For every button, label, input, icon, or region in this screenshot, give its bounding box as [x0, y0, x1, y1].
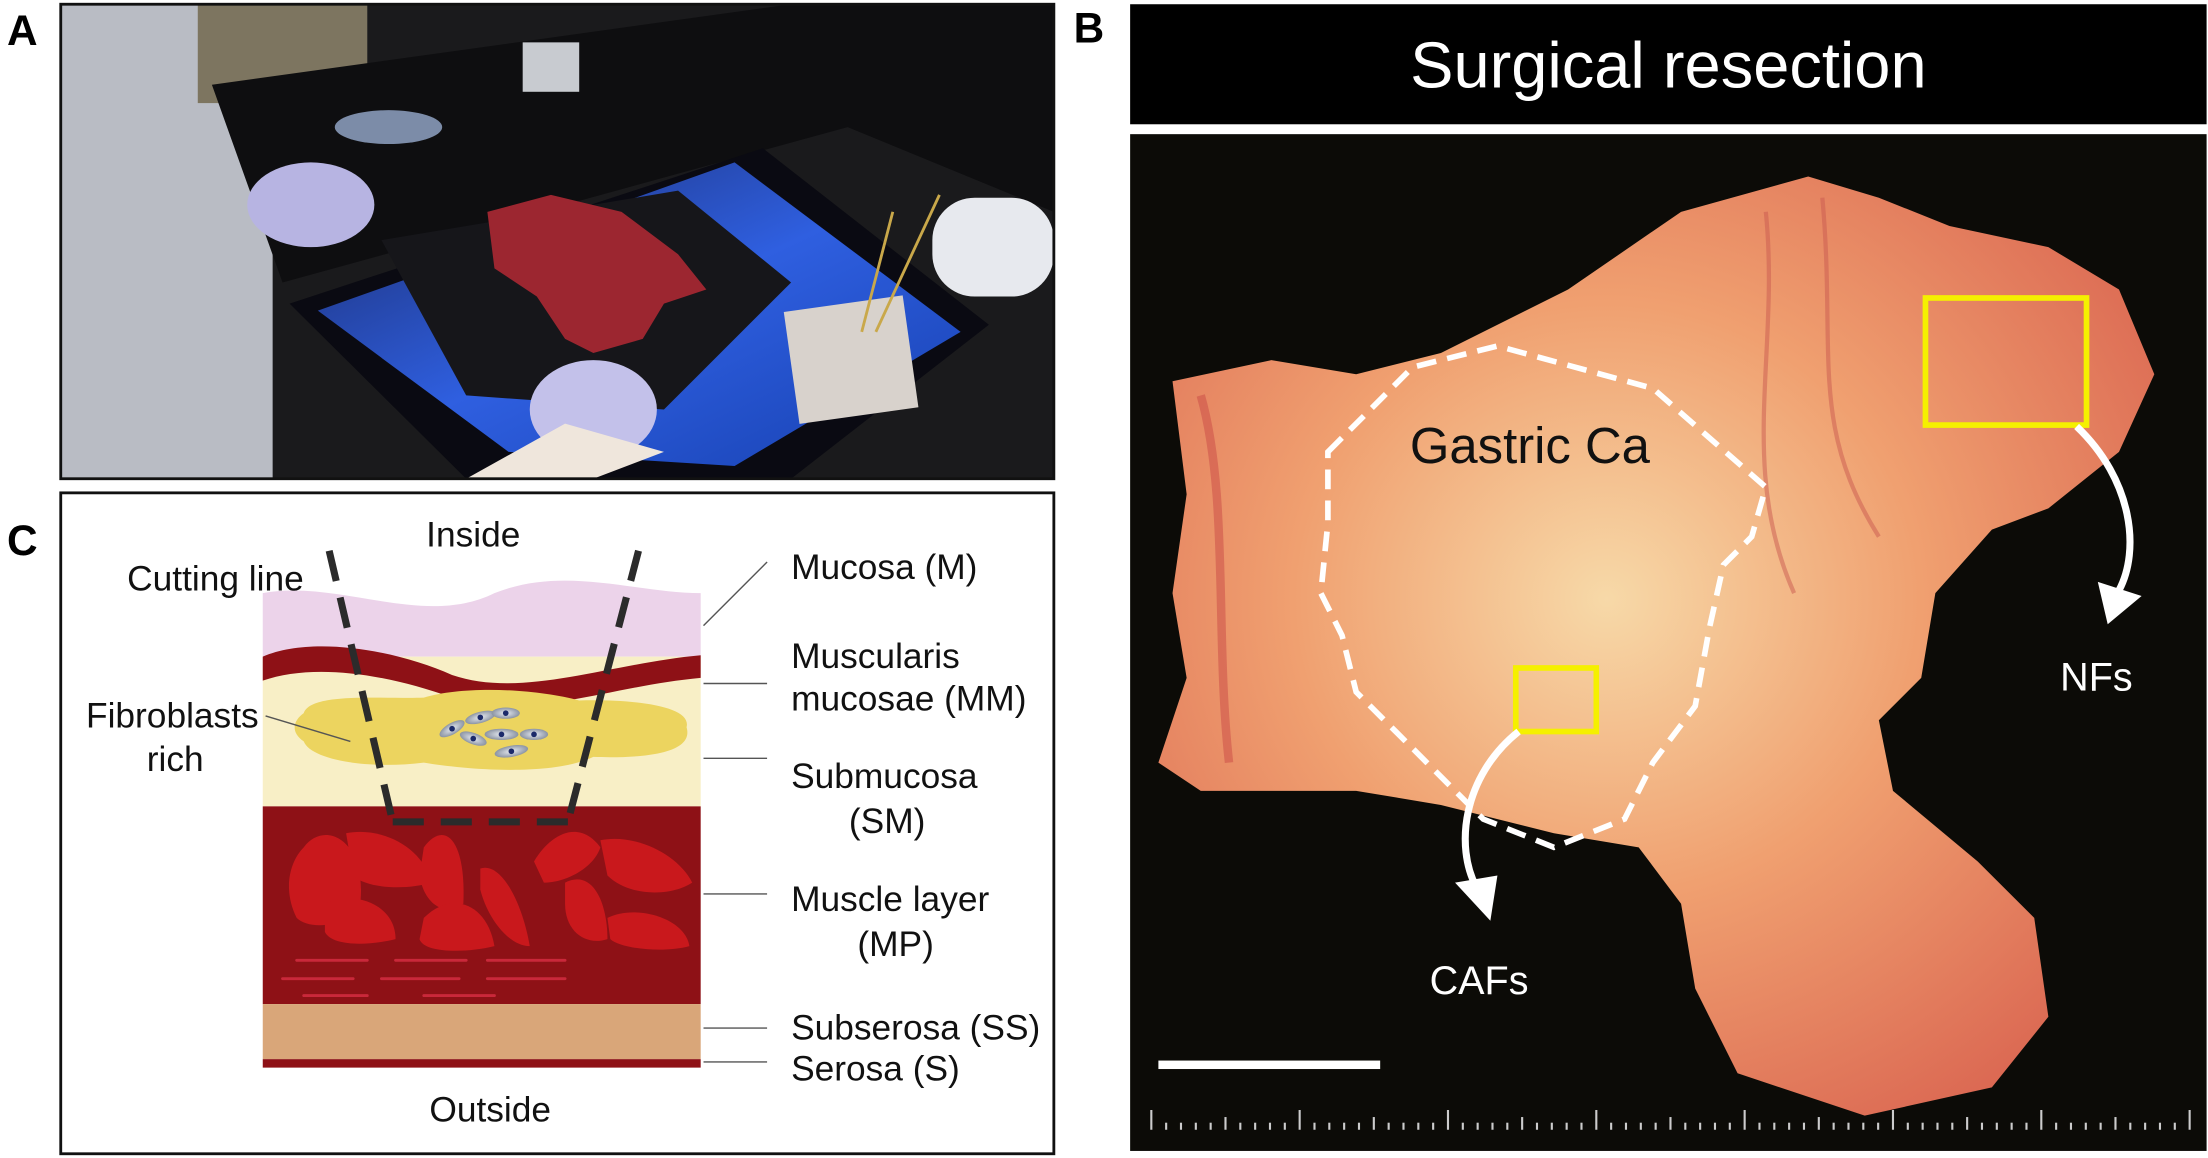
photo-lab-dissection — [59, 2, 1056, 481]
leader-lines — [265, 561, 768, 1063]
label-muscle-layer: Muscle layer — [791, 880, 989, 919]
layer-muscularis-mucosae — [262, 646, 701, 707]
layer-subserosa — [262, 1004, 701, 1060]
caf-label: CAFs — [1430, 959, 1529, 1003]
outside-label: Outside — [429, 1090, 551, 1129]
layer-serosa — [262, 1059, 701, 1068]
ruler — [1150, 1109, 2191, 1130]
panel-label-c: C — [7, 517, 38, 564]
label-mucosa: Mucosa (M) — [791, 548, 977, 587]
panel-label-b: B — [1074, 4, 1105, 51]
resected-tissue — [1158, 176, 2155, 1116]
panel-b: Surgical resection Gastric Ca NFs CAFs — [1130, 4, 2207, 1151]
caf-arrow-icon — [1461, 728, 1521, 889]
inside-label: Inside — [426, 516, 520, 555]
muscle-bundles — [288, 831, 693, 951]
tumor-label: Gastric Ca — [1410, 417, 1651, 474]
label-submucosa: Submucosa — [791, 757, 978, 796]
label-submucosa-2: (SM) — [849, 802, 925, 841]
label-muscularis-mucosae-2: mucosae (MM) — [791, 679, 1026, 718]
panel-c-diagram: Inside Outside Cutting line Fibroblasts … — [59, 491, 1056, 1156]
label-muscle-layer-2: (MP) — [857, 925, 933, 964]
cutting-line-label: Cutting line — [127, 559, 304, 598]
scale-bar — [1158, 1060, 1381, 1070]
muscle-fibers — [281, 958, 567, 998]
panel-b-title: Surgical resection — [1410, 29, 1926, 102]
nf-arrow-icon — [2074, 423, 2134, 592]
tumor-outline — [1317, 343, 1770, 851]
label-muscularis-mucosae: Muscularis — [791, 637, 960, 676]
label-subserosa: Subserosa (SS) — [791, 1008, 1040, 1047]
fibroblast-cells — [439, 707, 549, 758]
nf-label: NFs — [2060, 656, 2132, 700]
fibroblasts-label: Fibroblasts — [86, 696, 259, 735]
normal-sample-box — [1922, 295, 2090, 428]
fibroblasts-label-2: rich — [147, 740, 204, 779]
label-serosa: Serosa (S) — [791, 1049, 960, 1088]
title-bar — [1130, 4, 2207, 125]
layer-mucosa — [262, 580, 701, 657]
cutting-line — [325, 549, 642, 826]
panel-label-a: A — [7, 7, 38, 54]
tumor-sample-box — [1512, 665, 1600, 735]
